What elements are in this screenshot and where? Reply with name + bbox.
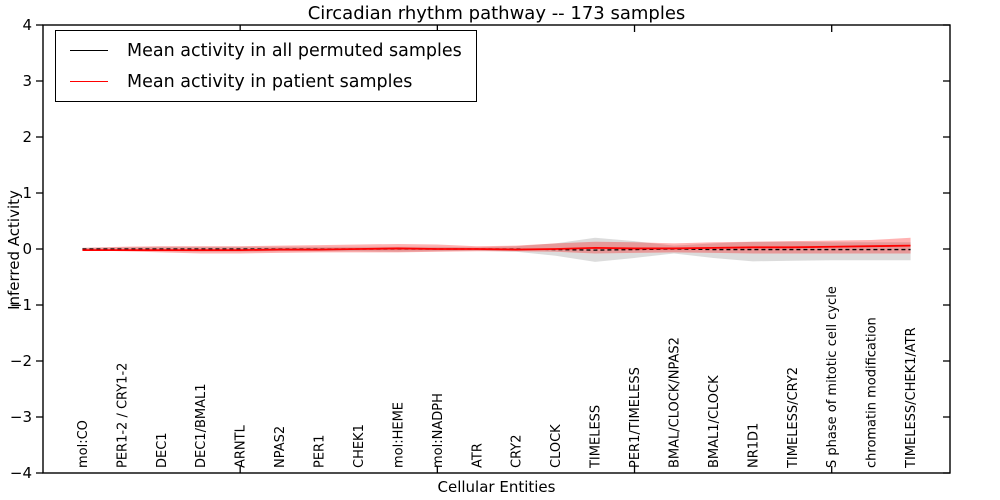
x-tick-label: DEC1/BMAL1	[194, 384, 209, 469]
legend-label: Mean activity in patient samples	[127, 71, 413, 92]
patient-range-band	[82, 237, 911, 254]
x-axis-label: Cellular Entities	[437, 478, 556, 496]
legend: Mean activity in all permuted samples Me…	[55, 30, 477, 102]
x-tick-label: S phase of mitotic cell cycle	[825, 286, 840, 468]
permuted-line-swatch-icon	[70, 50, 108, 51]
x-tick-label: BMAL1/CLOCK	[707, 375, 722, 468]
x-tick-label: ATR	[470, 443, 485, 468]
y-tick-label: 3	[22, 72, 32, 90]
chart-title: Circadian rhythm pathway -- 173 samples	[307, 3, 686, 24]
x-tick-label: mol:HEME	[391, 402, 406, 468]
x-tick-label: ARNTL	[234, 424, 249, 468]
x-tick-label: TIMELESS/CHEK1/ATR	[904, 327, 919, 469]
patient-line-swatch-icon	[70, 81, 108, 82]
x-tick-label: TIMELESS	[589, 405, 604, 469]
y-tick-label: 2	[22, 128, 32, 146]
x-tick-label: CRY2	[510, 435, 525, 469]
x-tick-label: TIMELESS/CRY2	[786, 367, 801, 469]
x-tick-label: CLOCK	[549, 424, 564, 468]
y-tick-label: −3	[10, 408, 32, 426]
legend-item-patient: Mean activity in patient samples	[70, 67, 462, 96]
x-tick-label: mol:NADPH	[431, 393, 446, 468]
y-axis-label: Inferred Activity	[5, 190, 23, 310]
patient-mean-line	[82, 244, 911, 252]
x-tick-label: PER1-2 / CRY1-2	[115, 363, 130, 468]
x-tick-label: mol:CO	[76, 420, 91, 468]
y-tick-label: 0	[22, 240, 32, 258]
x-tick-label: PER1	[313, 435, 328, 468]
y-tick-label: 1	[22, 184, 32, 202]
y-tick-label: −1	[10, 296, 32, 314]
y-tick-label: −2	[10, 352, 32, 370]
x-tick-label: BMAL/CLOCK/NPAS2	[667, 337, 682, 468]
x-tick-label: chromatin modification	[865, 317, 880, 468]
x-tick-label: CHEK1	[352, 424, 367, 468]
x-tick-label: PER1/TIMELESS	[628, 367, 643, 468]
y-tick-label: −4	[10, 464, 32, 482]
legend-item-permuted: Mean activity in all permuted samples	[70, 36, 462, 65]
x-tick-label: DEC1	[155, 432, 170, 468]
legend-label: Mean activity in all permuted samples	[127, 40, 462, 61]
x-tick-label: NPAS2	[273, 426, 288, 468]
x-tick-label: NR1D1	[746, 423, 761, 468]
y-tick-label: 4	[22, 16, 32, 34]
